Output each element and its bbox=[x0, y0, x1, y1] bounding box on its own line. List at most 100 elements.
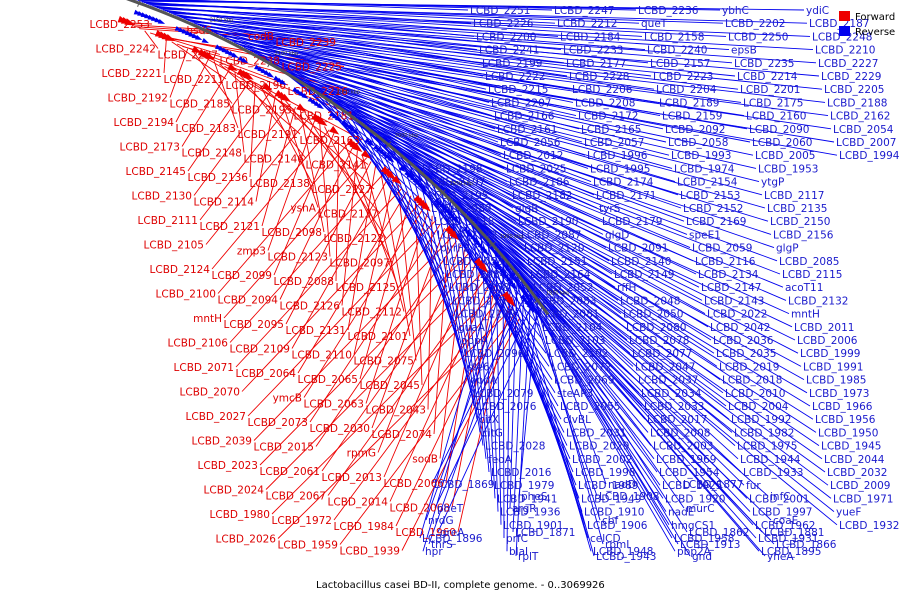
reverse-connector bbox=[431, 286, 531, 485]
reverse-gene-labels: LCBD_2251 LCBD_2247 LCBD_2236 ybhC ydiCLCBD_… bbox=[422, 5, 900, 563]
reverse-gene-label: gnd bbox=[692, 551, 712, 563]
reverse-gene-label: LCBD_2056 bbox=[500, 137, 561, 149]
reverse-feature-arrow bbox=[510, 282, 517, 290]
reverse-gene-label: LCBD_1991 bbox=[803, 361, 863, 373]
reverse-connector bbox=[437, 304, 544, 533]
forward-gene-label: LCBD_2075 bbox=[354, 356, 414, 368]
reverse-gene-label: LCBD_2016 bbox=[491, 467, 552, 479]
reverse-gene-label: LCBD_1908 bbox=[599, 491, 659, 503]
forward-gene-label: LCBD_2024 bbox=[204, 485, 265, 497]
reverse-connector bbox=[480, 228, 496, 499]
forward-gene-label: LCBD_2145 bbox=[126, 166, 186, 178]
forward-connector bbox=[163, 39, 167, 74]
reverse-feature-arrow bbox=[266, 71, 275, 78]
reverse-gene-label: LCBD_2159 bbox=[662, 111, 722, 123]
reverse-gene-label: argR bbox=[512, 503, 537, 515]
forward-feature-arrow bbox=[262, 82, 273, 91]
forward-connector bbox=[397, 183, 417, 361]
forward-gene-label: LCBD_2239 bbox=[276, 37, 336, 49]
reverse-gene-label: ste6 bbox=[467, 361, 490, 373]
reverse-gene-label: LCBD_2149 bbox=[614, 269, 674, 281]
forward-connector bbox=[260, 85, 313, 184]
forward-connector bbox=[347, 165, 377, 331]
reverse-gene-label: LCBD_2096 bbox=[464, 348, 525, 360]
reverse-connector bbox=[317, 89, 775, 249]
reverse-gene-label: pbp2A bbox=[677, 546, 712, 558]
reverse-gene-label: glgB bbox=[515, 203, 538, 215]
forward-gene-label: LCBD_2112 bbox=[342, 307, 402, 319]
reverse-feature-arrow bbox=[528, 306, 535, 314]
reverse-connector bbox=[483, 231, 667, 512]
forward-gene-label: LCBD_2126 bbox=[280, 301, 341, 313]
reverse-gene-label: guaA bbox=[458, 322, 486, 334]
reverse-connector bbox=[209, 29, 742, 103]
reverse-gene-label: LCBD_1985 bbox=[806, 375, 866, 387]
reverse-gene-label: LCBD_1997 bbox=[752, 507, 812, 519]
forward-gene-label: LCBD_2098 bbox=[262, 227, 322, 239]
reverse-connector bbox=[324, 94, 694, 262]
forward-gene-label: LCBD_2173 bbox=[120, 142, 180, 154]
forward-connector bbox=[445, 266, 481, 484]
reverse-connector bbox=[413, 162, 724, 394]
forward-feature-arrow bbox=[386, 170, 397, 180]
reverse-gene-label: LCBD_2103 bbox=[545, 335, 605, 347]
forward-gene-label: LCBD_2094 bbox=[218, 295, 279, 307]
reverse-gene-label: LCBD_1992 bbox=[731, 414, 791, 426]
reverse-connector bbox=[509, 270, 518, 509]
forward-connector bbox=[234, 71, 245, 153]
reverse-gene-label: nadD bbox=[608, 479, 636, 491]
reverse-gene-label: LCBD_2154 bbox=[677, 177, 738, 189]
reverse-connector bbox=[533, 291, 688, 533]
reverse-gene-label: citG bbox=[482, 427, 503, 439]
forward-gene-label: LCBD_2225 bbox=[282, 62, 342, 74]
forward-gene-labels: LCBD_2253 hsdS codB LCBD_2239 LCBD_2242 LCBD_… bbox=[90, 19, 456, 558]
reverse-gene-label: LCBD_2085 bbox=[779, 256, 839, 268]
reverse-gene-label: LCBD_2226 bbox=[473, 18, 534, 30]
reverse-gene-label: LCBD_2048 bbox=[620, 295, 680, 307]
reverse-gene-label: LCBD_1971 bbox=[833, 493, 893, 505]
forward-connector bbox=[241, 203, 420, 392]
map-caption: Lactobacillus casei BD-II, complete geno… bbox=[316, 580, 605, 591]
forward-connector bbox=[383, 262, 477, 478]
feature-track bbox=[117, 9, 535, 314]
reverse-connector bbox=[434, 295, 538, 509]
tick-mark bbox=[137, 0, 141, 7]
forward-feature-arrow bbox=[243, 71, 254, 80]
reverse-connector bbox=[197, 24, 655, 90]
forward-connector bbox=[361, 154, 405, 312]
reverse-gene-label: LCBD_1962 bbox=[755, 520, 815, 532]
reverse-gene-label: LCBD_2153 bbox=[680, 190, 740, 202]
reverse-gene-label: LCBD_2201 bbox=[740, 84, 800, 96]
reverse-gene-label: LCBD_1966 bbox=[812, 401, 873, 413]
reverse-gene-label: LCBD_2118 bbox=[434, 216, 494, 228]
reverse-gene-label: LCBD_2001 bbox=[749, 493, 809, 505]
forward-gene-label: LCBD_2065 bbox=[298, 374, 358, 386]
reverse-gene-label: LCBD_2017 bbox=[647, 414, 707, 426]
forward-gene-label: LCBD_2130 bbox=[132, 191, 192, 203]
reverse-connector bbox=[493, 243, 838, 526]
forward-connector bbox=[199, 103, 291, 221]
reverse-gene-label: LCBD_2120 bbox=[524, 243, 584, 255]
reverse-connector bbox=[269, 60, 760, 183]
reverse-gene-label: LCBD_2034 bbox=[641, 388, 702, 400]
reverse-gene-label: steAP3 bbox=[557, 388, 593, 400]
reverse-connector-lines bbox=[135, 0, 838, 557]
reverse-gene-label: LCBD_2175 bbox=[743, 97, 803, 109]
forward-connector bbox=[291, 176, 390, 349]
reverse-gene-label: LCBD_1975 bbox=[737, 441, 797, 453]
reverse-gene-label: feoA bbox=[488, 454, 513, 466]
reverse-gene-label: LCBD_1913 bbox=[680, 539, 740, 551]
forward-feature-arrow bbox=[124, 18, 135, 25]
reverse-connector bbox=[201, 26, 823, 90]
forward-feature-arrow bbox=[280, 93, 292, 102]
reverse-gene-label: ytgP bbox=[761, 177, 784, 189]
reverse-gene-label: LCBD_2143 bbox=[704, 295, 764, 307]
forward-gene-label: LCBD_2023 bbox=[198, 460, 258, 472]
reverse-connector bbox=[486, 234, 835, 512]
tick-label: 2050 kbp bbox=[336, 89, 360, 95]
reverse-gene-label: LCBD_2018 bbox=[722, 375, 782, 387]
reverse-gene-label: pyrF2 bbox=[440, 243, 470, 255]
reverse-feature-arrow bbox=[420, 185, 428, 192]
reverse-gene-label: LCBD_1979 bbox=[494, 480, 554, 492]
